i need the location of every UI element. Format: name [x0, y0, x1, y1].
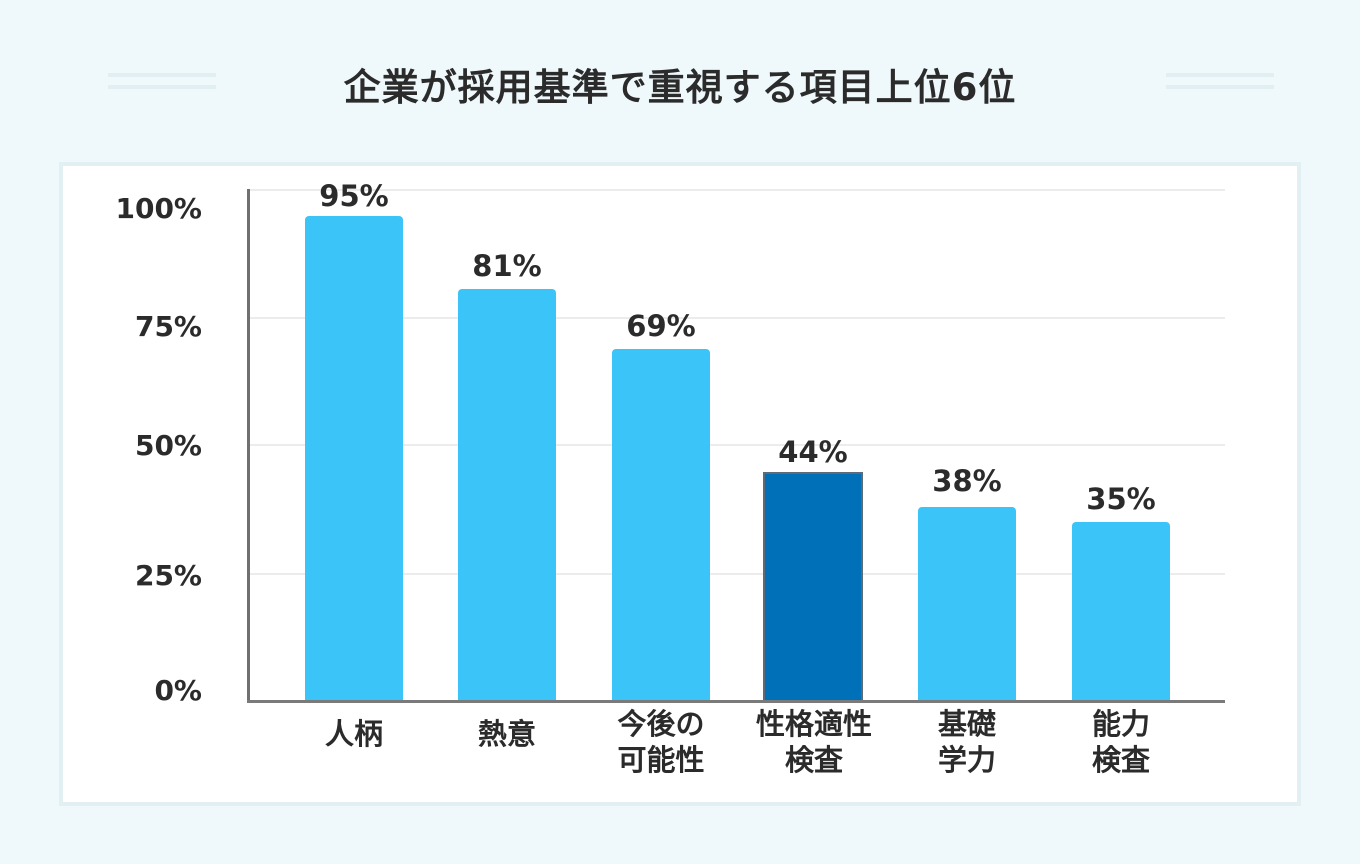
- y-axis: [247, 189, 250, 703]
- chart-header: 企業が採用基準で重視する項目上位6位: [0, 60, 1360, 116]
- title-decoration-left: [108, 73, 216, 89]
- y-tick-100: 100%: [115, 192, 202, 225]
- chart-title: 企業が採用基準で重視する項目上位6位: [343, 66, 1017, 109]
- y-tick-50: 50%: [134, 429, 202, 462]
- gridline-100: [250, 189, 1225, 191]
- gridline-50: [250, 444, 1225, 446]
- gridline-75: [250, 317, 1225, 319]
- x-axis: [247, 700, 1225, 703]
- value-label: 95%: [319, 179, 389, 213]
- category-label: 性格適性 検査: [755, 707, 872, 777]
- gridline-25: [250, 573, 1225, 575]
- bar-kongo-no-kanousei[interactable]: [612, 349, 710, 701]
- value-label: 81%: [472, 249, 542, 283]
- category-label: 人柄: [324, 717, 383, 751]
- category-label: 今後の 可能性: [617, 707, 705, 777]
- category-label: 能力 検査: [1091, 707, 1150, 777]
- category-label: 熱意: [477, 717, 536, 751]
- value-label: 69%: [626, 309, 696, 343]
- value-label: 35%: [1086, 482, 1156, 516]
- y-tick-75: 75%: [134, 310, 202, 343]
- bar-netsui[interactable]: [458, 289, 556, 701]
- value-label: 44%: [778, 435, 848, 469]
- value-label: 38%: [932, 464, 1002, 498]
- bar-jinpei[interactable]: [305, 216, 403, 701]
- y-tick-25: 25%: [134, 559, 202, 592]
- category-label: 基礎 学力: [937, 707, 996, 777]
- bar-kiso-gakuryoku[interactable]: [918, 507, 1016, 701]
- bar-nouryoku-kensa[interactable]: [1072, 522, 1170, 701]
- bar-seikaku-tekisei-kensa[interactable]: [763, 472, 863, 701]
- title-decoration-right: [1166, 73, 1274, 89]
- y-tick-0: 0%: [154, 674, 202, 707]
